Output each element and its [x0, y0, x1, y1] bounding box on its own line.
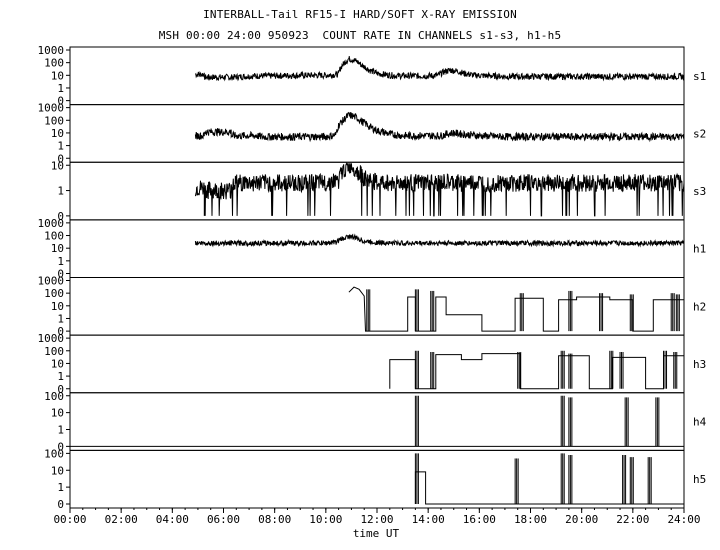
x-tick-label: 08:00 [258, 513, 291, 526]
x-tick-label: 18:00 [514, 513, 547, 526]
panel-frame [69, 277, 685, 336]
x-axis-label: time UT [353, 527, 400, 540]
y-tick-label: 0 [57, 498, 64, 511]
y-tick-label: 0 [57, 210, 64, 223]
y-tick-label: 10 [51, 407, 64, 420]
channel-label-h2: h2 [693, 300, 706, 313]
x-tick-label: 20:00 [565, 513, 598, 526]
x-tick-label: 00:00 [53, 513, 86, 526]
y-tick-label: 0 [57, 325, 64, 338]
y-tick-label: 10 [51, 159, 64, 172]
y-tick-label: 100 [44, 57, 64, 70]
x-tick-label: 06:00 [207, 513, 240, 526]
y-tick-label: 100 [44, 287, 64, 300]
y-tick-label: 0 [57, 383, 64, 396]
channel-label-h5: h5 [693, 473, 706, 486]
x-tick-label: 22:00 [616, 513, 649, 526]
series-line-h2 [348, 286, 684, 332]
y-tick-label: 100 [44, 345, 64, 358]
y-tick-label: 0 [57, 440, 64, 453]
y-tick-label: 1 [57, 185, 64, 198]
y-tick-label: 0 [57, 152, 64, 165]
channel-label-h1: h1 [693, 243, 706, 256]
chart-title: INTERBALL-Tail RF15-I HARD/SOFT X-RAY EM… [203, 8, 517, 21]
series-line-h1 [194, 233, 685, 248]
y-tick-label: 10 [51, 69, 64, 82]
panel-frame [69, 334, 685, 394]
y-tick-label: 0 [57, 95, 64, 108]
y-tick-label: 1000 [38, 44, 65, 57]
series-line-s3 [194, 162, 685, 217]
y-tick-label: 100 [44, 447, 64, 460]
y-tick-label: 1 [57, 370, 64, 383]
x-tick-label: 24:00 [667, 513, 700, 526]
y-tick-label: 1000 [38, 275, 65, 288]
x-tick-label: 14:00 [412, 513, 445, 526]
x-tick-label: 16:00 [463, 513, 496, 526]
channel-label-s2: s2 [693, 127, 706, 140]
y-tick-label: 10 [51, 242, 64, 255]
y-tick-label: 1 [57, 140, 64, 153]
x-tick-label: 04:00 [156, 513, 189, 526]
series-line-s1 [195, 56, 685, 82]
y-tick-label: 10 [51, 357, 64, 370]
y-tick-label: 1 [57, 312, 64, 325]
chart-panels: 10001001010s110001001010s21010s310001001… [38, 44, 707, 511]
y-tick-label: 1 [57, 82, 64, 95]
panel-frame [69, 161, 685, 221]
y-tick-label: 10 [51, 127, 64, 140]
x-axis: 00:00 02:00 04:00 06:00 08:00 10:00 12:00 14:00… [53, 508, 701, 526]
channel-label-h3: h3 [693, 358, 706, 371]
x-tick-label: 12:00 [360, 513, 393, 526]
channel-label-h4: h4 [693, 416, 707, 429]
y-tick-label: 1 [57, 481, 64, 494]
y-tick-label: 100 [44, 114, 64, 127]
series-line-s2 [194, 111, 685, 143]
y-tick-label: 1000 [38, 102, 65, 115]
y-tick-label: 10 [51, 300, 64, 313]
x-tick-label: 10:00 [309, 513, 342, 526]
y-tick-label: 1000 [38, 332, 65, 345]
y-tick-label: 100 [44, 390, 64, 403]
y-tick-label: 1 [57, 424, 64, 437]
series-line-h3 [389, 353, 684, 390]
y-tick-label: 1 [57, 255, 64, 268]
y-tick-label: 10 [51, 464, 64, 477]
channel-label-s3: s3 [693, 185, 706, 198]
y-tick-label: 0 [57, 268, 64, 281]
panel-frame [69, 449, 685, 509]
panel-frame [69, 219, 685, 278]
y-tick-label: 1000 [38, 217, 65, 230]
series-line-h5 [414, 471, 684, 505]
channel-label-s1: s1 [693, 70, 706, 83]
panel-frame [69, 392, 685, 451]
x-tick-label: 02:00 [105, 513, 138, 526]
y-tick-label: 100 [44, 230, 64, 243]
chart-subtitle: MSH 00:00 24:00 950923 COUNT RATE IN CHA… [158, 29, 562, 42]
